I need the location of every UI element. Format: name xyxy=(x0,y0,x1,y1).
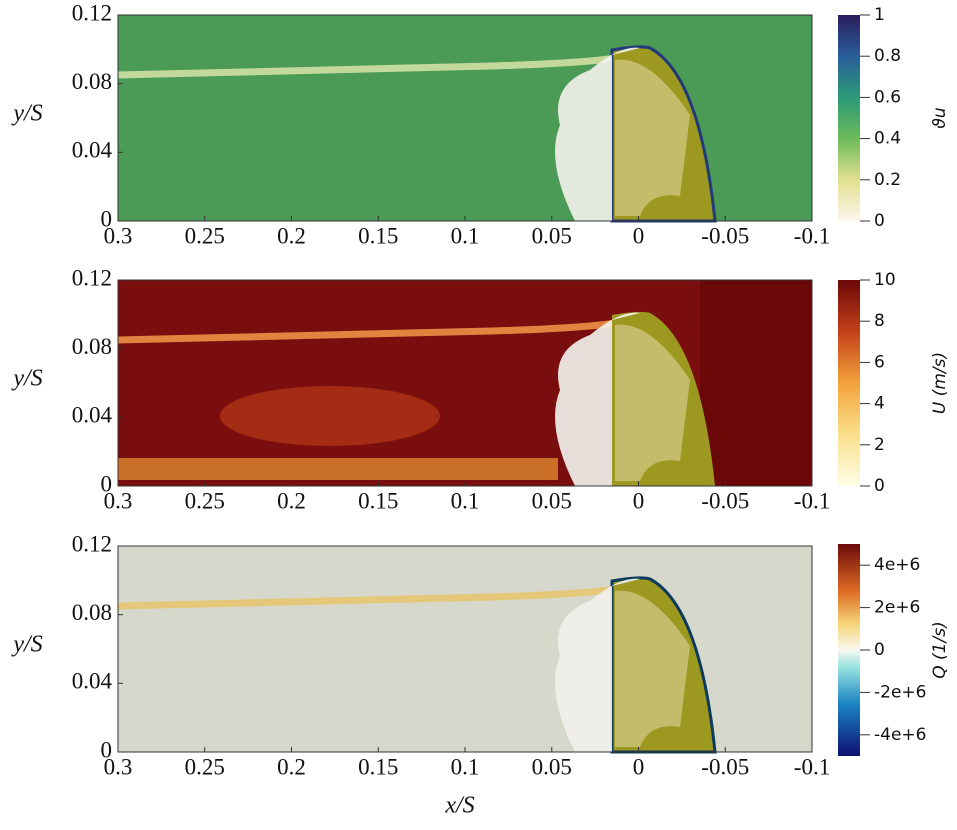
body-inner xyxy=(615,324,690,481)
colorbar-tick-label: 1 xyxy=(874,5,885,25)
x-tick-label: 0 xyxy=(633,488,645,513)
x-tick-label: 0.1 xyxy=(451,223,480,248)
x-tick-label: 0.1 xyxy=(451,754,480,779)
x-tick-label: 0.1 xyxy=(451,488,480,513)
x-tick-label: -0.1 xyxy=(794,488,830,513)
x-axis-label: x/S xyxy=(444,793,474,819)
colorbar xyxy=(838,280,860,486)
colorbar-tick-label: 2 xyxy=(874,435,885,455)
y-tick-label: 0 xyxy=(101,737,113,762)
x-tick-label: 0.25 xyxy=(185,488,225,513)
vortex-blob xyxy=(555,47,640,221)
colorbar-label: Q (1/s) xyxy=(930,621,950,678)
y-tick-label: 0 xyxy=(101,206,113,231)
colorbar-tick-label: 2e+6 xyxy=(874,598,920,618)
y-tick-label: 0.12 xyxy=(72,265,112,290)
y-tick-label: 0.08 xyxy=(72,334,112,359)
x-tick-label: 0.3 xyxy=(104,488,133,513)
y-tick-label: 0 xyxy=(101,471,113,496)
y-tick-label: 0.08 xyxy=(72,69,112,94)
x-tick-label: 0.25 xyxy=(185,754,225,779)
colorbar-tick-label: 0.2 xyxy=(874,170,901,190)
x-tick-label: 0.3 xyxy=(104,754,133,779)
colorbar xyxy=(838,15,860,221)
x-tick-label: 0.05 xyxy=(532,754,572,779)
colorbar-tick-label: 6 xyxy=(874,352,885,372)
colorbar-tick-label: 4e+6 xyxy=(874,555,920,575)
x-tick-label: 0.3 xyxy=(104,223,133,248)
x-tick-label: 0.05 xyxy=(532,488,572,513)
x-tick-label: -0.1 xyxy=(794,223,830,248)
colorbar-tick-label: 4 xyxy=(874,394,885,414)
colorbar-tick-label: 0.8 xyxy=(874,46,901,66)
colorbar-tick-label: -4e+6 xyxy=(874,725,926,745)
y-tick-label: 0.12 xyxy=(72,0,112,25)
x-tick-label: 0.15 xyxy=(358,223,398,248)
y-tick-label: 0.04 xyxy=(72,138,113,163)
x-tick-label: 0.05 xyxy=(532,223,572,248)
vortex-blob xyxy=(555,312,640,486)
field-band xyxy=(118,458,558,480)
y-axis-label: y/S xyxy=(11,366,42,392)
colorbar-tick-label: -2e+6 xyxy=(874,682,926,702)
colorbar-tick-label: 0.6 xyxy=(874,87,901,107)
x-tick-label: -0.05 xyxy=(701,488,749,513)
field-blob xyxy=(220,386,440,446)
colorbar-tick-label: 0.4 xyxy=(874,129,901,149)
x-tick-label: 0.15 xyxy=(358,488,398,513)
colorbar xyxy=(838,544,860,756)
colorbar-tick-label: 0 xyxy=(874,476,885,496)
x-tick-label: 0.25 xyxy=(185,223,225,248)
x-tick-label: 0.2 xyxy=(277,754,306,779)
y-tick-label: 0.12 xyxy=(72,531,112,556)
body-inner xyxy=(615,59,690,216)
colorbar-tick-label: 10 xyxy=(874,270,896,290)
field-right xyxy=(700,280,812,486)
colorbar-tick-label: 8 xyxy=(874,311,885,331)
field-streak xyxy=(117,582,632,610)
colorbar-tick-label: 0 xyxy=(874,211,885,231)
y-axis-label: y/S xyxy=(11,101,42,127)
x-tick-label: 0.15 xyxy=(358,754,398,779)
x-tick-label: 0.2 xyxy=(277,223,306,248)
x-tick-label: 0 xyxy=(633,223,645,248)
field-streak xyxy=(117,316,632,344)
colorbar-label: ϑu xyxy=(930,107,950,129)
x-tick-label: -0.05 xyxy=(701,754,749,779)
field-streak xyxy=(117,51,632,79)
y-axis-label: y/S xyxy=(11,632,42,658)
x-tick-label: 0.2 xyxy=(277,488,306,513)
y-tick-label: 0.04 xyxy=(72,669,113,694)
x-tick-label: 0 xyxy=(633,754,645,779)
colorbar-tick-label: 0 xyxy=(874,640,885,660)
y-tick-label: 0.04 xyxy=(72,403,113,428)
vortex-blob xyxy=(555,578,640,752)
x-tick-label: -0.05 xyxy=(701,223,749,248)
colorbar-label: U (m/s) xyxy=(930,352,950,414)
x-tick-label: -0.1 xyxy=(794,754,830,779)
y-tick-label: 0.08 xyxy=(72,600,112,625)
body-inner xyxy=(615,590,690,747)
